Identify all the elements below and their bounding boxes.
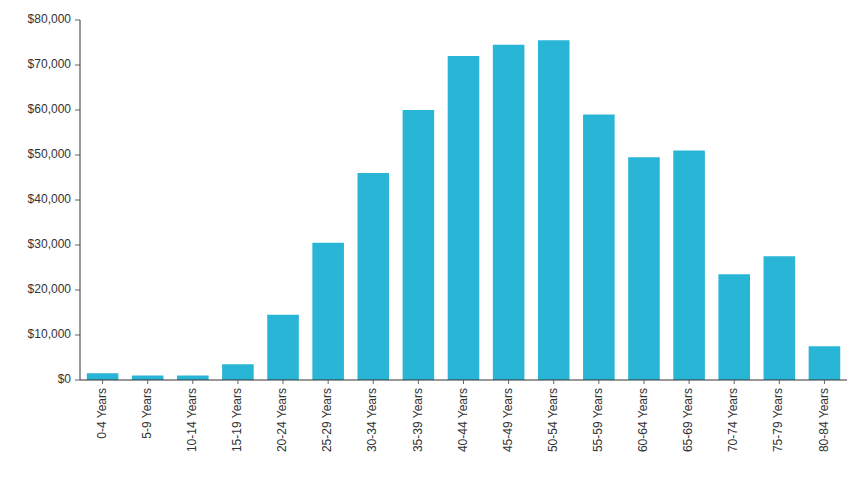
y-tick	[75, 245, 80, 246]
bar	[764, 256, 796, 380]
chart-container: $0 $10,000 $20,000 $30,000 $40,000 $50,000 $60…	[0, 0, 867, 480]
y-tick	[75, 335, 80, 336]
y-tick	[75, 20, 80, 21]
y-tick-label: $40,000	[28, 192, 72, 206]
x-tick	[102, 380, 103, 384]
x-tick	[643, 380, 644, 384]
bar	[538, 40, 570, 380]
x-tick	[779, 380, 780, 384]
y-tick	[75, 200, 80, 201]
x-tick	[192, 380, 193, 384]
x-tick-label: 80-84 Years	[817, 388, 831, 452]
x-tick	[508, 380, 509, 384]
x-tick	[373, 380, 374, 384]
x-tick	[147, 380, 148, 384]
x-tick-label: 25-29 Years	[320, 388, 334, 452]
bar	[222, 364, 254, 380]
bar	[809, 346, 841, 380]
x-tick	[689, 380, 690, 384]
bar	[493, 45, 525, 380]
bar	[312, 243, 344, 380]
bar	[583, 115, 615, 381]
x-tick-label: 50-54 Years	[546, 388, 560, 452]
x-tick-label: 40-44 Years	[456, 388, 470, 452]
x-axis: 0-4 Years 5-9 Years 10-14 Years 15-19 Years…	[95, 380, 831, 452]
bar	[87, 373, 119, 380]
x-tick	[328, 380, 329, 384]
bar	[177, 376, 209, 381]
chart-svg: $0 $10,000 $20,000 $30,000 $40,000 $50,000 $60…	[0, 0, 867, 480]
y-tick	[75, 290, 80, 291]
y-tick-label: $80,000	[28, 12, 72, 26]
y-axis-line	[80, 20, 81, 380]
y-tick-label: $10,000	[28, 327, 72, 341]
x-tick	[553, 380, 554, 384]
bar	[448, 56, 480, 380]
y-tick-label: $60,000	[28, 102, 72, 116]
bars	[87, 40, 840, 380]
x-tick-label: 20-24 Years	[275, 388, 289, 452]
bar	[267, 315, 299, 380]
y-tick-label: $20,000	[28, 282, 72, 296]
x-tick-label: 65-69 Years	[681, 388, 695, 452]
y-tick	[75, 380, 80, 381]
x-tick-label: 75-79 Years	[771, 388, 785, 452]
y-tick-label: $30,000	[28, 237, 72, 251]
y-tick	[75, 110, 80, 111]
y-axis: $0 $10,000 $20,000 $30,000 $40,000 $50,000 $60…	[28, 12, 80, 386]
y-tick-label: $70,000	[28, 57, 72, 71]
x-tick-label: 70-74 Years	[726, 388, 740, 452]
y-tick	[75, 65, 80, 66]
x-tick	[463, 380, 464, 384]
x-tick-label: 5-9 Years	[140, 388, 154, 439]
x-tick-label: 45-49 Years	[501, 388, 515, 452]
x-tick-label: 15-19 Years	[230, 388, 244, 452]
x-tick	[283, 380, 284, 384]
bar	[132, 376, 164, 381]
y-tick	[75, 155, 80, 156]
x-tick	[418, 380, 419, 384]
bar	[718, 274, 750, 380]
bar	[628, 157, 660, 380]
x-tick-label: 30-34 Years	[365, 388, 379, 452]
y-tick-label: $0	[58, 372, 72, 386]
x-tick-label: 35-39 Years	[411, 388, 425, 452]
bar	[403, 110, 435, 380]
x-tick	[734, 380, 735, 384]
bar	[357, 173, 389, 380]
y-tick-label: $50,000	[28, 147, 72, 161]
x-tick-label: 10-14 Years	[185, 388, 199, 452]
x-tick	[237, 380, 238, 384]
x-tick-label: 60-64 Years	[636, 388, 650, 452]
x-tick	[824, 380, 825, 384]
x-tick-label: 0-4 Years	[95, 388, 109, 439]
x-tick-label: 55-59 Years	[591, 388, 605, 452]
bar	[673, 151, 705, 381]
x-tick	[598, 380, 599, 384]
